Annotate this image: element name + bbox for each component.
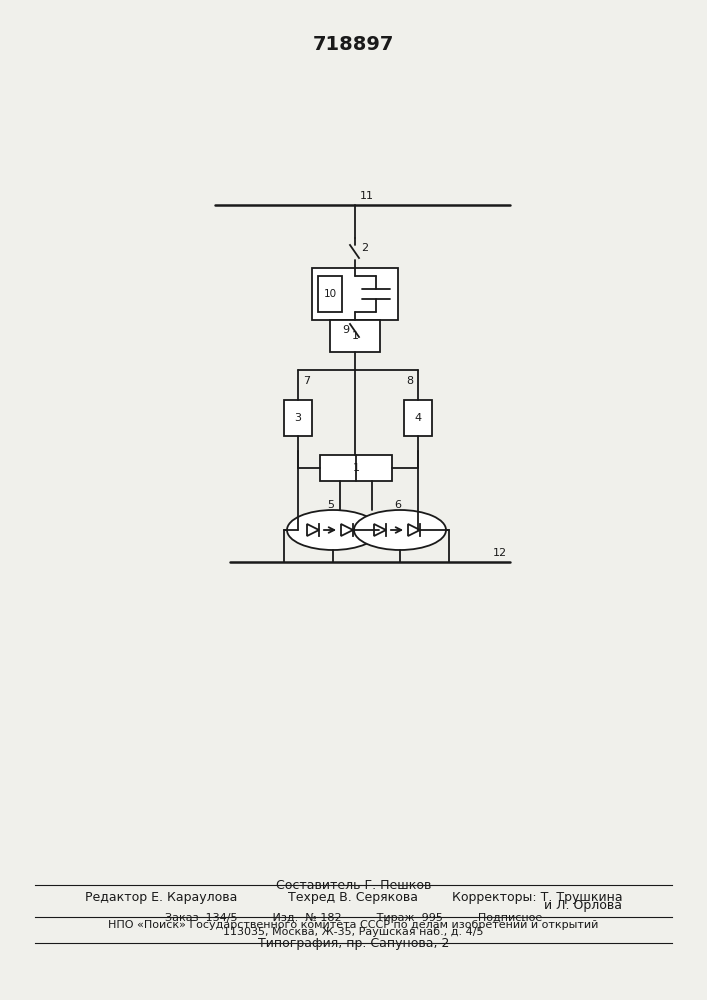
Text: 1: 1 — [351, 331, 358, 341]
Bar — [318, 276, 342, 312]
Text: 12: 12 — [493, 548, 507, 558]
Text: 2: 2 — [361, 243, 368, 253]
Text: 1: 1 — [353, 463, 359, 473]
Text: 10: 10 — [323, 289, 337, 299]
Text: Типография, пр. Сапунова, 2: Типография, пр. Сапунова, 2 — [258, 937, 449, 950]
Bar — [320, 455, 392, 481]
Ellipse shape — [287, 510, 379, 550]
Text: Редактор Е. Караулова: Редактор Е. Караулова — [85, 891, 238, 904]
Ellipse shape — [354, 510, 446, 550]
Text: 113035, Москва, Ж-35, Раушская наб., д. 4/5: 113035, Москва, Ж-35, Раушская наб., д. … — [223, 927, 484, 937]
Text: Корректоры: Т. Трушкина: Корректоры: Т. Трушкина — [452, 891, 622, 904]
Text: 3: 3 — [295, 413, 301, 423]
Bar — [284, 400, 312, 436]
Text: 6: 6 — [395, 500, 402, 510]
Bar — [404, 400, 432, 436]
Text: 718897: 718897 — [312, 35, 395, 54]
Text: 11: 11 — [360, 191, 374, 201]
Bar — [330, 320, 380, 352]
Text: и Л. Орлова: и Л. Орлова — [544, 899, 622, 912]
Text: 4: 4 — [414, 413, 421, 423]
Text: 9: 9 — [342, 325, 349, 335]
Text: Составитель Г. Пешков: Составитель Г. Пешков — [276, 879, 431, 892]
Text: Заказ  134/5          Изд.  № 182          Тираж  995          Подписное: Заказ 134/5 Изд. № 182 Тираж 995 Подписн… — [165, 913, 542, 923]
Text: НПО «Поиск» Государственного комитета СССР по делам изобретений и открытий: НПО «Поиск» Государственного комитета СС… — [108, 920, 599, 930]
Text: 7: 7 — [303, 376, 310, 386]
Text: 5: 5 — [327, 500, 334, 510]
Text: Техред В. Серякова: Техред В. Серякова — [288, 891, 419, 904]
Bar — [312, 268, 398, 320]
Text: 8: 8 — [407, 376, 414, 386]
